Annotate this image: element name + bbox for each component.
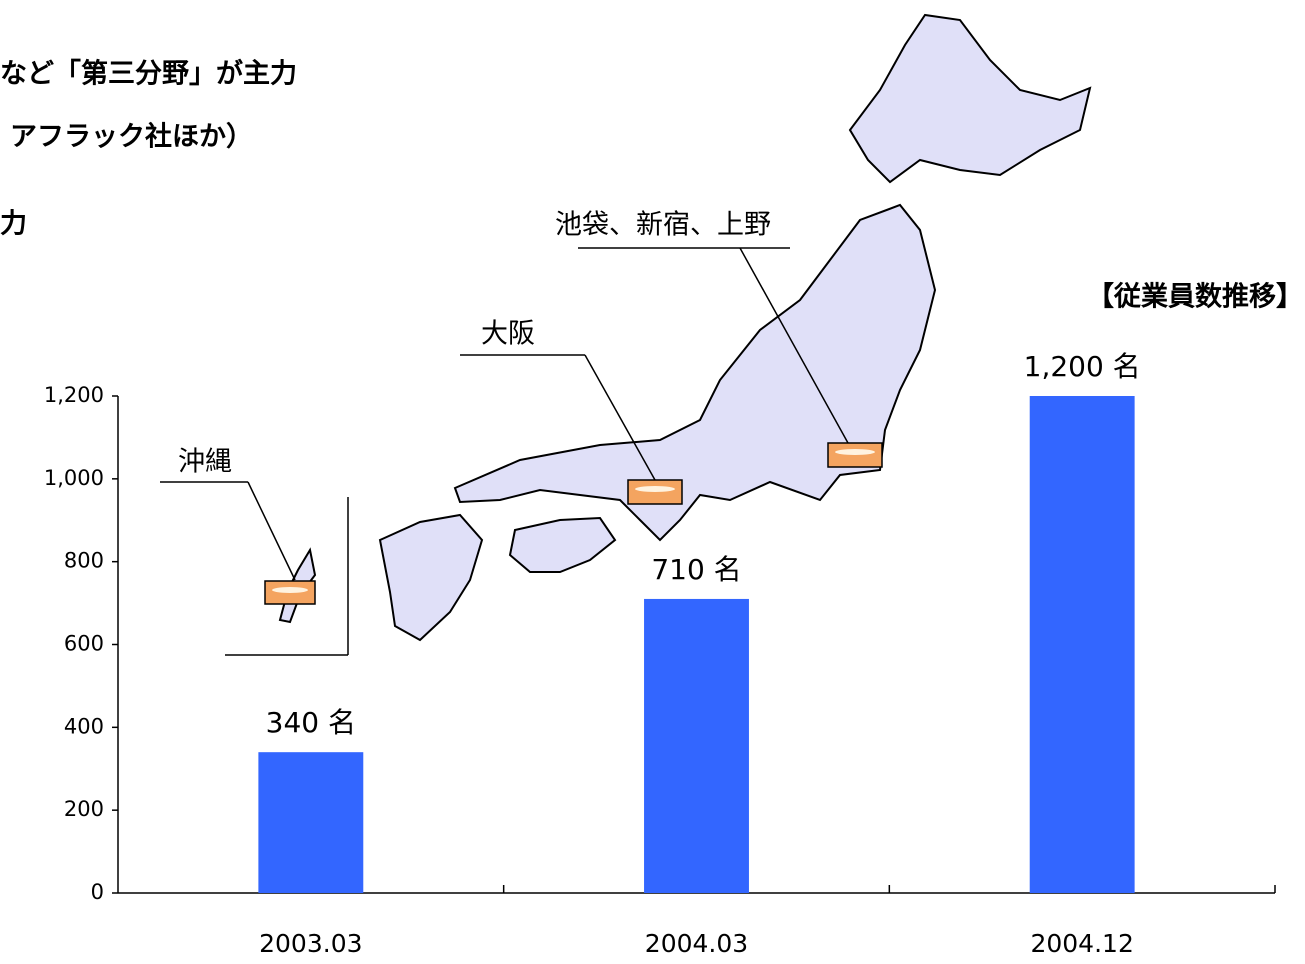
markers bbox=[264, 442, 883, 605]
y-tick-label: 200 bbox=[64, 797, 104, 821]
leaders bbox=[160, 247, 849, 581]
kyushu bbox=[378, 513, 484, 642]
y-tick-label: 800 bbox=[64, 549, 104, 573]
x-tick-label: 2003.03 bbox=[259, 929, 362, 958]
note: など「第三分野」が主力 bbox=[0, 58, 297, 90]
y-tick-label: 400 bbox=[64, 714, 104, 738]
chart-title: 【従業員数推移】 bbox=[1087, 282, 1303, 313]
bar bbox=[644, 598, 749, 893]
note: 力 bbox=[0, 209, 27, 240]
y-tick-label: 0 bbox=[91, 880, 104, 904]
location-label: 沖縄 bbox=[178, 447, 232, 478]
bar bbox=[258, 752, 364, 893]
location-label: 大阪 bbox=[481, 319, 535, 350]
x-tick-label: 2004.03 bbox=[645, 929, 748, 958]
map bbox=[278, 13, 1092, 642]
location-label: 池袋、新宿、上野 bbox=[555, 210, 771, 241]
y-tick-label: 600 bbox=[64, 632, 104, 656]
value-label: 710 名 bbox=[651, 553, 741, 586]
y-tick-label: 1,000 bbox=[44, 466, 104, 490]
honshu bbox=[453, 203, 937, 542]
inset-frame bbox=[225, 497, 349, 656]
value-label: 340 名 bbox=[266, 706, 356, 739]
value-label: 1,200 名 bbox=[1024, 350, 1141, 383]
shikoku bbox=[508, 516, 617, 573]
bar bbox=[1029, 396, 1135, 893]
hokkaido bbox=[848, 13, 1092, 184]
x-tick-label: 2004.12 bbox=[1030, 929, 1133, 958]
y-tick-label: 1,200 bbox=[44, 383, 104, 407]
note: アフラック社ほか） bbox=[10, 121, 253, 153]
